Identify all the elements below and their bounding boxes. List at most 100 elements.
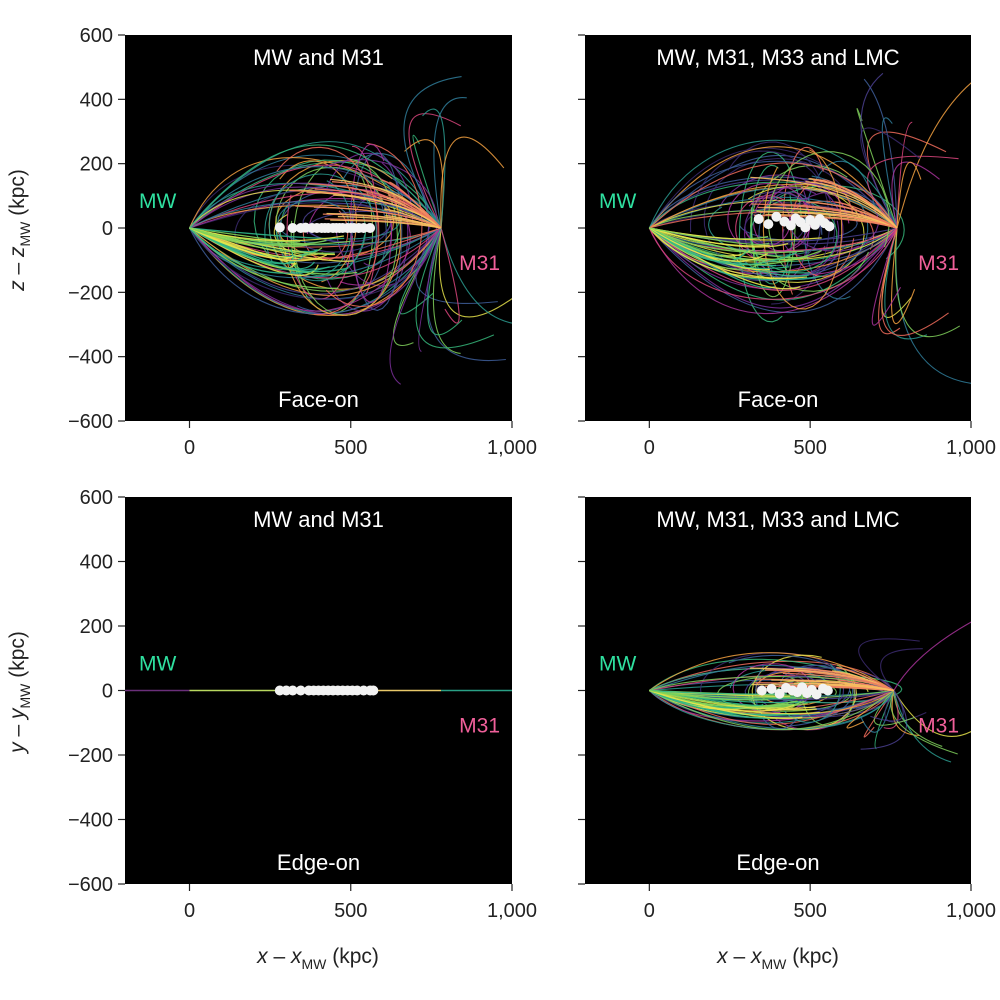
x-axis-label-left: x – xMW (kpc)	[256, 945, 379, 972]
orbit-line	[189, 227, 345, 240]
orbit-line	[648, 227, 898, 314]
panel-title: MW, M31, M33 and LMC	[656, 507, 899, 532]
y-tick-label: 600	[80, 487, 113, 509]
orbit-line	[649, 689, 795, 712]
orbit-line	[648, 227, 898, 309]
axis-ticks: 600 400 200 0 −200 −400 −600 0 500 1,000	[68, 25, 537, 459]
satellite-point	[274, 222, 285, 233]
orbit-line	[351, 152, 403, 311]
panel-bottom-left: MW and M31 Edge-on MW M31 600 400 200 0 −200…	[68, 487, 537, 922]
satellite-point	[295, 685, 306, 696]
x-tick-label: 500	[793, 900, 826, 922]
orbit-line	[689, 150, 836, 243]
satellite-point	[287, 685, 298, 696]
orbit-line	[189, 227, 442, 300]
orbit-line	[189, 227, 354, 262]
z-axis-label: z – zMW (kpc)	[6, 169, 33, 292]
orbit-line	[805, 181, 898, 229]
orbit-line	[896, 121, 913, 229]
x-tick-label: 1,000	[487, 437, 537, 459]
orbit-line	[649, 227, 789, 248]
orbit-line	[326, 212, 442, 229]
y-tick-label: −200	[68, 282, 113, 304]
y-tick-label: 400	[80, 89, 113, 111]
orbit-line	[440, 227, 512, 324]
orbit-trajectories	[188, 76, 512, 385]
orbit-line	[858, 638, 920, 691]
orbit-line	[189, 227, 328, 262]
y-tick-label: 600	[80, 25, 113, 47]
satellite-points	[753, 211, 835, 233]
orbit-trajectories	[648, 72, 971, 384]
orbit-line	[432, 227, 461, 355]
x-tick-label: 0	[644, 437, 655, 459]
orbit-line	[189, 227, 335, 254]
orbit-line	[793, 682, 894, 692]
orbit-line	[649, 690, 895, 730]
m31-label: M31	[918, 715, 959, 738]
orbit-line	[648, 162, 898, 229]
orbit-line	[648, 146, 898, 229]
orbit-line	[648, 227, 898, 290]
panel-view-label: Face-on	[278, 387, 359, 412]
x-tick-label: 1,000	[946, 437, 996, 459]
orbit-line	[189, 144, 442, 229]
y-tick-label: 200	[80, 616, 113, 638]
orbit-line	[350, 143, 393, 303]
orbit-line	[440, 136, 505, 229]
orbit-line	[279, 202, 366, 277]
mw-label: MW	[139, 653, 176, 676]
y-tick-label: 0	[102, 681, 113, 703]
orbit-line	[649, 689, 769, 701]
y-axis-label: y – yMW (kpc)	[6, 631, 33, 755]
orbit-line	[749, 198, 838, 273]
orbit-line	[440, 227, 460, 324]
orbit-line	[649, 227, 791, 261]
orbit-line	[306, 191, 442, 229]
orbit-line	[189, 227, 345, 242]
mw-label: MW	[599, 653, 636, 676]
orbit-line	[648, 139, 898, 229]
orbit-line	[189, 227, 315, 270]
orbit-line	[438, 227, 512, 318]
orbit-line	[403, 76, 462, 229]
satellite-points	[756, 682, 833, 700]
panel-bottom-right: MW, M31, M33 and LMC Edge-on MW M31 0 500…	[578, 496, 996, 922]
orbit-line	[649, 689, 895, 725]
panel-top-left: MW and M31 Face-on MW M31 600 400 200 0 −200…	[68, 25, 537, 459]
orbit-line	[189, 186, 442, 229]
orbit-line	[649, 689, 787, 695]
satellite-point	[824, 221, 835, 232]
satellite-points	[274, 685, 379, 696]
x-tick-label: 500	[334, 900, 367, 922]
x-tick-label: 500	[334, 437, 367, 459]
satellite-point	[785, 220, 796, 231]
panel-view-label: Face-on	[738, 387, 819, 412]
satellite-point	[800, 222, 811, 233]
panel-title: MW, M31, M33 and LMC	[656, 45, 899, 70]
y-tick-label: −600	[68, 874, 113, 896]
y-tick-label: 200	[80, 154, 113, 176]
orbit-line	[649, 689, 788, 716]
satellite-point	[771, 211, 782, 222]
orbit-line	[189, 141, 442, 229]
orbit-line	[893, 621, 971, 691]
orbit-line	[836, 666, 895, 692]
panel-title: MW and M31	[253, 507, 384, 532]
x-tick-label: 500	[793, 437, 826, 459]
orbit-line	[896, 82, 971, 229]
orbit-line	[433, 97, 467, 229]
panel-background	[585, 35, 971, 421]
orbit-line	[727, 182, 811, 255]
orbit-line	[648, 227, 898, 291]
orbit-line	[884, 227, 928, 340]
axis-ticks: 0 500 1,000	[578, 496, 996, 922]
axis-ticks: 0 500 1,000	[578, 34, 996, 459]
y-tick-label: −600	[68, 411, 113, 433]
orbit-line	[789, 191, 879, 252]
orbit-line	[398, 227, 442, 315]
orbit-line	[867, 155, 959, 229]
satellite-point	[763, 219, 774, 230]
orbit-line	[415, 227, 495, 349]
x-tick-label: 1,000	[487, 900, 537, 922]
